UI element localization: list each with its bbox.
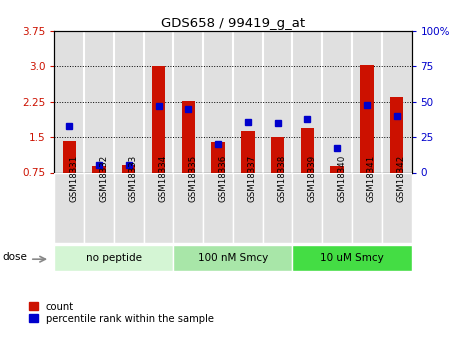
Text: GSM18334: GSM18334 [158, 155, 167, 202]
Bar [174, 245, 292, 271]
Bar [271, 137, 284, 172]
Bar [241, 131, 254, 172]
Bar [292, 172, 322, 243]
Bar [352, 172, 382, 243]
Bar [84, 172, 114, 243]
Bar [84, 31, 114, 172]
Bar [233, 31, 263, 172]
Bar [331, 166, 344, 172]
Bar [322, 172, 352, 243]
Bar [390, 97, 403, 172]
Bar [122, 166, 135, 172]
Bar [203, 172, 233, 243]
Bar [114, 31, 144, 172]
Text: GSM18340: GSM18340 [337, 155, 346, 202]
Text: dose: dose [3, 252, 27, 262]
Bar [144, 172, 174, 243]
Text: GSM18336: GSM18336 [218, 155, 227, 202]
Bar [382, 31, 412, 172]
Text: GSM18335: GSM18335 [188, 155, 197, 202]
Bar [54, 245, 174, 271]
Text: 100 nM Smcy: 100 nM Smcy [198, 253, 268, 263]
Bar [54, 172, 84, 243]
Bar [152, 66, 165, 172]
Bar [352, 31, 382, 172]
Text: GSM18339: GSM18339 [307, 155, 316, 202]
Bar [144, 31, 174, 172]
Text: GSM18333: GSM18333 [129, 155, 138, 202]
Title: GDS658 / 99419_g_at: GDS658 / 99419_g_at [161, 17, 305, 30]
Bar [322, 31, 352, 172]
Bar [182, 101, 195, 172]
Bar [114, 172, 144, 243]
Text: GSM18332: GSM18332 [99, 155, 108, 202]
Bar [92, 166, 106, 172]
Text: GSM18331: GSM18331 [69, 155, 78, 202]
Bar [233, 172, 263, 243]
Legend: count, percentile rank within the sample: count, percentile rank within the sample [29, 302, 214, 324]
Bar [382, 172, 412, 243]
Text: 10 uM Smcy: 10 uM Smcy [320, 253, 384, 263]
Bar [263, 172, 292, 243]
Bar [203, 31, 233, 172]
Bar [263, 31, 292, 172]
Text: GSM18341: GSM18341 [367, 155, 376, 202]
Bar [292, 245, 412, 271]
Bar [174, 31, 203, 172]
Bar [54, 31, 84, 172]
Bar [211, 142, 225, 172]
Bar [301, 128, 314, 172]
Bar [174, 172, 203, 243]
Text: GSM18338: GSM18338 [278, 155, 287, 202]
Bar [360, 66, 374, 172]
Text: GSM18342: GSM18342 [397, 155, 406, 202]
Bar [292, 31, 322, 172]
Text: no peptide: no peptide [86, 253, 142, 263]
Text: GSM18337: GSM18337 [248, 155, 257, 202]
Bar [62, 141, 76, 172]
